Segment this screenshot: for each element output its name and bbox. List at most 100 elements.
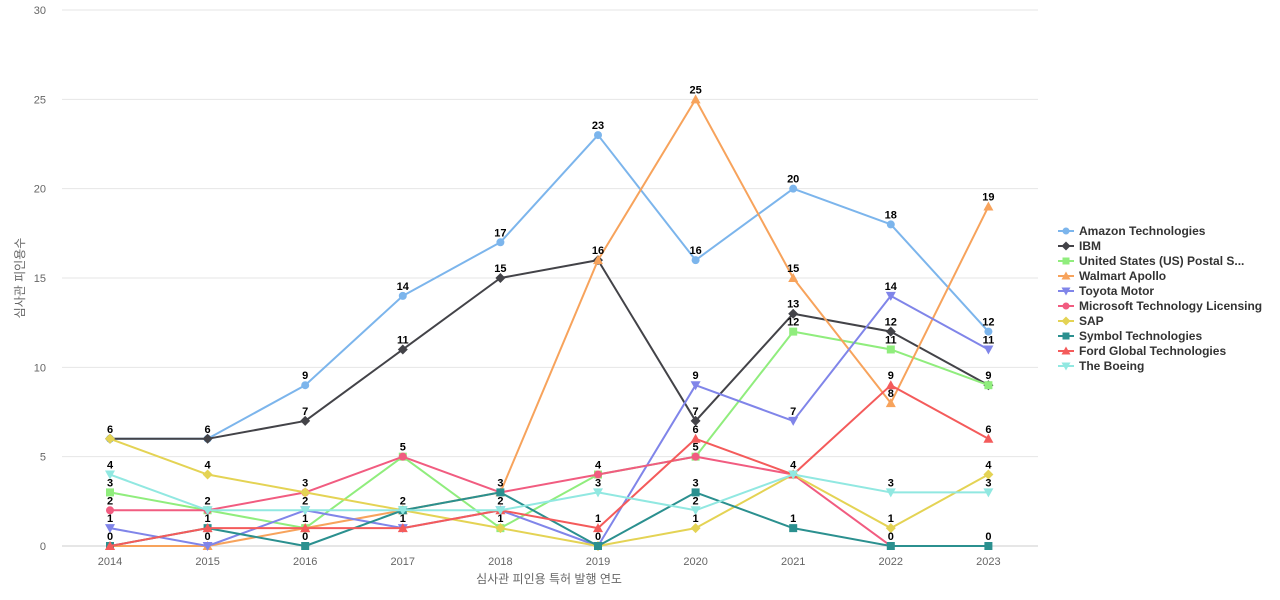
x-tick-label: 2017 <box>391 556 415 568</box>
legend-label: Ford Global Technologies <box>1079 344 1226 358</box>
y-tick-label: 30 <box>34 5 46 17</box>
data-point <box>788 470 799 480</box>
x-axis-title: 심사관 피인용 특허 발행 연도 <box>476 571 622 586</box>
data-point <box>202 469 213 480</box>
data-label: 8 <box>888 388 894 400</box>
data-point <box>496 488 505 497</box>
y-tick-label: 15 <box>34 273 46 285</box>
data-label: 0 <box>302 531 308 543</box>
legend-item[interactable]: United States (US) Postal S... <box>1058 254 1244 268</box>
data-label: 20 <box>787 174 799 186</box>
data-point <box>690 433 701 443</box>
data-label: 1 <box>107 513 113 525</box>
data-point <box>885 523 896 534</box>
data-point <box>593 523 603 533</box>
data-label: 14 <box>397 281 410 293</box>
data-point <box>495 506 506 516</box>
data-label: 7 <box>790 406 796 418</box>
data-label: 0 <box>985 531 991 543</box>
legend-item[interactable]: Amazon Technologies <box>1058 224 1206 238</box>
data-label: 7 <box>302 406 308 418</box>
data-label: 3 <box>107 477 113 489</box>
series-line <box>110 134 990 440</box>
legend-item[interactable]: Microsoft Technology Licensing <box>1058 299 1262 313</box>
legend-label: Symbol Technologies <box>1079 329 1202 343</box>
data-label: 6 <box>985 424 991 436</box>
data-label: 0 <box>888 531 894 543</box>
series-line <box>109 330 989 530</box>
data-label: 3 <box>497 477 503 489</box>
legend-item[interactable]: Walmart Apollo <box>1058 269 1166 283</box>
data-point <box>105 433 115 444</box>
series-walmart-apollo <box>105 94 994 550</box>
data-label: 1 <box>888 513 894 525</box>
data-point <box>397 523 408 533</box>
data-label: 6 <box>693 424 699 436</box>
x-tick-label: 2018 <box>488 556 512 568</box>
data-label: 2 <box>107 495 113 507</box>
data-label: 3 <box>302 477 308 489</box>
data-point <box>398 291 407 300</box>
legend-label: Amazon Technologies <box>1079 224 1206 238</box>
series-lines <box>105 94 994 551</box>
legend-label: Toyota Motor <box>1079 284 1154 298</box>
data-point <box>300 487 311 498</box>
data-point <box>691 488 700 497</box>
legend-item[interactable]: Toyota Motor <box>1058 284 1154 298</box>
x-tick-label: 2023 <box>976 556 1000 568</box>
data-point <box>789 327 798 336</box>
data-point <box>106 488 114 497</box>
y-axis-title: 심사관 피인용수 <box>13 238 27 319</box>
legend-marker <box>1062 227 1070 235</box>
legend-marker <box>1061 241 1071 251</box>
data-label: 19 <box>982 192 994 204</box>
data-label: 12 <box>982 317 994 329</box>
data-point <box>105 470 115 480</box>
data-label: 11 <box>885 334 897 346</box>
data-point <box>886 542 895 550</box>
legend-item[interactable]: The Boeing <box>1058 359 1144 373</box>
data-point <box>789 184 798 193</box>
data-point <box>885 380 896 390</box>
data-label: 3 <box>693 477 699 489</box>
y-tick-label: 25 <box>34 94 46 106</box>
data-point <box>690 523 701 534</box>
legend-marker <box>1061 362 1071 371</box>
data-label: 6 <box>205 424 211 436</box>
data-point <box>788 273 799 282</box>
y-tick-label: 10 <box>34 362 46 374</box>
legend-item[interactable]: IBM <box>1058 239 1101 253</box>
data-label: 17 <box>494 227 506 239</box>
data-label: 2 <box>205 495 211 507</box>
data-label: 15 <box>494 263 506 275</box>
data-point <box>788 416 799 426</box>
data-label: 0 <box>107 531 113 543</box>
data-label: 6 <box>107 424 113 436</box>
data-point <box>690 381 701 391</box>
data-point <box>984 327 993 336</box>
legend-item[interactable]: Symbol Technologies <box>1058 329 1202 343</box>
data-label: 9 <box>693 370 699 382</box>
series-line <box>110 259 989 440</box>
x-tick-label: 2019 <box>586 556 610 568</box>
data-point <box>106 506 114 515</box>
y-tick-label: 0 <box>40 541 46 553</box>
data-label: 4 <box>985 460 992 472</box>
y-tick-label: 20 <box>34 184 46 196</box>
data-label: 0 <box>205 531 211 543</box>
legend-marker <box>1062 302 1070 310</box>
legend-item[interactable]: SAP <box>1058 314 1104 328</box>
data-label: 15 <box>787 263 799 275</box>
data-point <box>202 542 213 551</box>
data-label: 1 <box>205 513 211 525</box>
legend-item[interactable]: Ford Global Technologies <box>1058 344 1226 358</box>
data-labels: 6432106421097321014115211715321231643102… <box>107 84 995 543</box>
data-label: 1 <box>497 513 503 525</box>
data-label: 11 <box>983 334 995 346</box>
legend-marker <box>1062 332 1070 340</box>
data-label: 7 <box>693 406 699 418</box>
data-label: 4 <box>107 460 114 472</box>
data-label: 11 <box>397 334 409 346</box>
